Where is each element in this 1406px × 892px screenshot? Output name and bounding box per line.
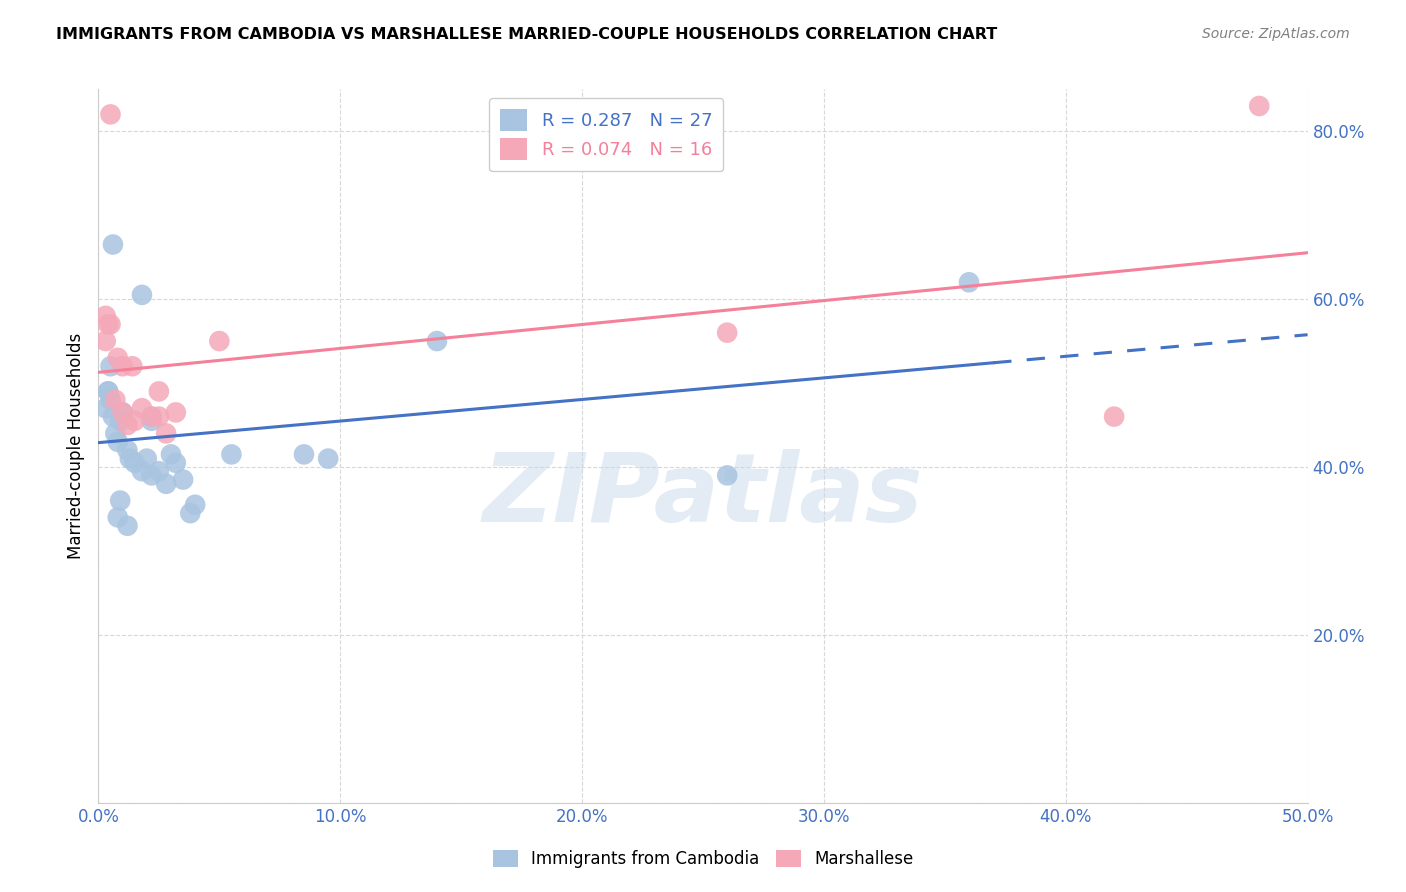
Point	[131, 401, 153, 416]
Point	[426, 334, 449, 348]
Point	[101, 237, 124, 252]
Point	[124, 414, 146, 428]
Point	[117, 443, 139, 458]
Point	[1102, 409, 1125, 424]
Point	[121, 359, 143, 374]
Point	[316, 451, 339, 466]
Point	[117, 518, 139, 533]
Point	[100, 318, 122, 332]
Legend: R = 0.287   N = 27, R = 0.074   N = 16: R = 0.287 N = 27, R = 0.074 N = 16	[489, 98, 723, 171]
Point	[97, 318, 120, 332]
Point	[107, 434, 129, 449]
Point	[155, 476, 177, 491]
Point	[94, 401, 117, 416]
Point	[94, 309, 117, 323]
Point	[97, 384, 120, 399]
Point	[160, 447, 183, 461]
Point	[221, 447, 243, 461]
Point	[107, 510, 129, 524]
Legend: Immigrants from Cambodia, Marshallese: Immigrants from Cambodia, Marshallese	[486, 843, 920, 875]
Point	[148, 384, 170, 399]
Point	[100, 392, 122, 407]
Point	[108, 493, 131, 508]
Point	[101, 409, 124, 424]
Point	[957, 275, 980, 289]
Point	[100, 359, 122, 374]
Point	[97, 384, 120, 399]
Point	[208, 334, 231, 348]
Point	[117, 417, 139, 432]
Point	[179, 506, 201, 520]
Point	[716, 468, 738, 483]
Point	[124, 456, 146, 470]
Point	[292, 447, 315, 461]
Point	[141, 409, 163, 424]
Point	[100, 107, 122, 121]
Point	[141, 468, 163, 483]
Text: IMMIGRANTS FROM CAMBODIA VS MARSHALLESE MARRIED-COUPLE HOUSEHOLDS CORRELATION CH: IMMIGRANTS FROM CAMBODIA VS MARSHALLESE …	[56, 27, 997, 42]
Point	[1249, 99, 1271, 113]
Point	[172, 473, 194, 487]
Point	[141, 409, 163, 424]
Point	[94, 334, 117, 348]
Point	[135, 451, 157, 466]
Point	[111, 405, 134, 419]
Point	[165, 456, 187, 470]
Point	[131, 288, 153, 302]
Point	[111, 359, 134, 374]
Text: Source: ZipAtlas.com: Source: ZipAtlas.com	[1202, 27, 1350, 41]
Point	[148, 464, 170, 478]
Point	[148, 409, 170, 424]
Point	[104, 426, 127, 441]
Point	[104, 392, 127, 407]
Point	[716, 326, 738, 340]
Point	[131, 464, 153, 478]
Text: ZIPatlas: ZIPatlas	[482, 450, 924, 542]
Point	[118, 451, 141, 466]
Point	[165, 405, 187, 419]
Y-axis label: Married-couple Households: Married-couple Households	[66, 333, 84, 559]
Point	[141, 414, 163, 428]
Point	[184, 498, 207, 512]
Point	[108, 414, 131, 428]
Point	[155, 426, 177, 441]
Point	[107, 351, 129, 365]
Point	[111, 405, 134, 419]
